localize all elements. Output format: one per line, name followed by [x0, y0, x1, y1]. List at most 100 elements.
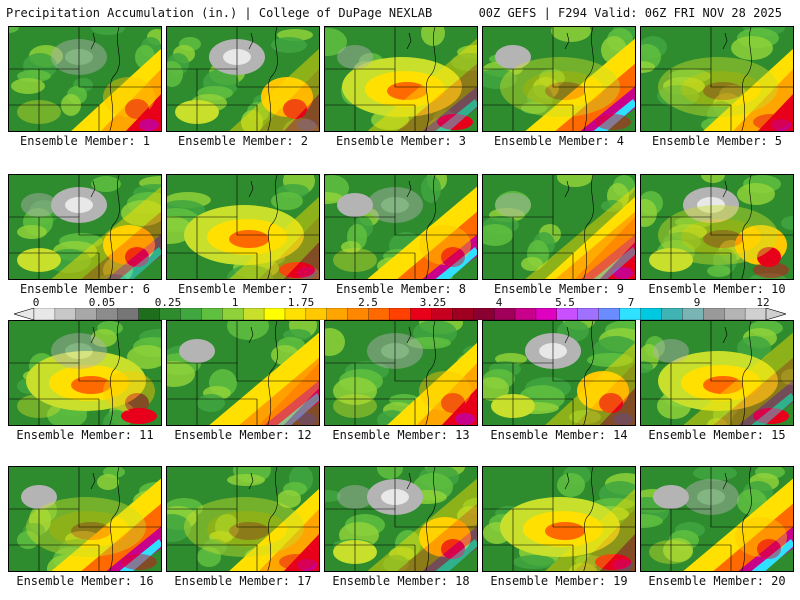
precip-field: [483, 27, 635, 131]
ensemble-member-label: Ensemble Member: 14: [490, 428, 628, 442]
colorbar-tick: 2.5: [358, 296, 378, 309]
precip-field: [641, 321, 793, 425]
ensemble-member-label: Ensemble Member: 1: [19, 134, 151, 148]
ensemble-member-label: Ensemble Member: 20: [648, 574, 786, 588]
ensemble-member-label: Ensemble Member: 9: [493, 282, 625, 296]
colorbar-bin: [117, 308, 140, 320]
ensemble-member-label: Ensemble Member: 16: [16, 574, 154, 588]
colorbar-bin: [159, 308, 181, 320]
precip-field: [483, 175, 635, 279]
ensemble-member-label: Ensemble Member: 7: [177, 282, 309, 296]
colorbar-bin: [305, 308, 328, 320]
ensemble-map-panel: [640, 320, 794, 426]
precip-field: [483, 321, 635, 425]
colorbar-tick: 1.75: [287, 296, 315, 309]
precip-field: [325, 321, 477, 425]
ensemble-member-label: Ensemble Member: 19: [490, 574, 628, 588]
colorbar-bin: [682, 308, 704, 320]
colorbar-tick: 12: [756, 296, 770, 309]
ensemble-map-panel: [8, 466, 162, 572]
precip-field: [9, 175, 161, 279]
precip-colorbar: [14, 308, 786, 320]
colorbar-tick: 7: [627, 296, 635, 309]
colorbar-tick: 0: [32, 296, 40, 309]
colorbar-bin: [452, 308, 474, 320]
colorbar-tick: 4: [495, 296, 503, 309]
colorbar-bin: [577, 308, 600, 320]
ensemble-map-panel: [640, 174, 794, 280]
ensemble-map-panel: [640, 26, 794, 132]
colorbar-bin: [640, 308, 662, 320]
colorbar-bin: [431, 308, 453, 320]
colorbar-min-arrow: [14, 308, 35, 320]
colorbar-bin: [326, 308, 349, 320]
precip-field: [167, 467, 319, 571]
colorbar-bin: [54, 308, 77, 320]
ensemble-member-label: Ensemble Member: 6: [19, 282, 151, 296]
colorbar-bin: [180, 308, 202, 320]
ensemble-map-panel: [324, 174, 478, 280]
ensemble-map-panel: [482, 26, 636, 132]
ensemble-map-panel: [482, 466, 636, 572]
precip-field: [641, 467, 793, 571]
precip-field: [167, 175, 319, 279]
ensemble-member-label: Ensemble Member: 11: [16, 428, 154, 442]
precip-field: [325, 175, 477, 279]
colorbar-tick: 5.5: [555, 296, 575, 309]
ensemble-member-label: Ensemble Member: 3: [335, 134, 467, 148]
precip-field: [483, 467, 635, 571]
ensemble-map-panel: [166, 320, 320, 426]
ensemble-map-panel: [8, 174, 162, 280]
precip-field: [325, 27, 477, 131]
ensemble-member-label: Ensemble Member: 10: [648, 282, 786, 296]
ensemble-map-panel: [482, 174, 636, 280]
ensemble-member-label: Ensemble Member: 12: [174, 428, 312, 442]
ensemble-member-label: Ensemble Member: 5: [651, 134, 783, 148]
colorbar-bin: [598, 308, 621, 320]
ensemble-map-panel: [8, 320, 162, 426]
colorbar-tick: 1: [231, 296, 239, 309]
precip-field: [9, 467, 161, 571]
colorbar-bin: [242, 308, 265, 320]
precip-field: [641, 175, 793, 279]
ensemble-member-label: Ensemble Member: 18: [332, 574, 470, 588]
colorbar-bin: [263, 308, 286, 320]
colorbar-bin: [96, 308, 119, 320]
ensemble-map-panel: [324, 26, 478, 132]
colorbar-bin: [201, 308, 223, 320]
colorbar-bin: [535, 308, 558, 320]
ensemble-map-panel: [8, 26, 162, 132]
ensemble-member-label: Ensemble Member: 15: [648, 428, 786, 442]
colorbar-bin: [347, 308, 370, 320]
precip-field: [641, 27, 793, 131]
ensemble-member-label: Ensemble Member: 17: [174, 574, 312, 588]
colorbar-max-arrow: [765, 308, 786, 320]
precip-field: [167, 27, 319, 131]
precip-field: [325, 467, 477, 571]
colorbar-bin: [619, 308, 642, 320]
ensemble-member-label: Ensemble Member: 4: [493, 134, 625, 148]
ensemble-member-label: Ensemble Member: 13: [332, 428, 470, 442]
colorbar-bin: [661, 308, 683, 320]
colorbar-tick: 9: [693, 296, 701, 309]
colorbar-bin: [724, 308, 746, 320]
precip-field: [9, 321, 161, 425]
colorbar-bin: [514, 308, 537, 320]
ensemble-map-panel: [166, 174, 320, 280]
colorbar-bin: [138, 308, 161, 320]
colorbar-bin: [703, 308, 725, 320]
colorbar-tick: 0.05: [88, 296, 116, 309]
ensemble-map-panel: [324, 320, 478, 426]
ensemble-map-panel: [166, 466, 320, 572]
colorbar-bin: [410, 308, 432, 320]
ensemble-map-panel: [482, 320, 636, 426]
colorbar-bin: [744, 308, 767, 320]
precip-field: [167, 321, 319, 425]
ensemble-map-panel: [324, 466, 478, 572]
precip-field: [9, 27, 161, 131]
colorbar-bin: [222, 308, 244, 320]
colorbar-bin: [75, 308, 98, 320]
colorbar-bin: [389, 308, 412, 320]
ensemble-map-panel: [166, 26, 320, 132]
colorbar-tick: 3.25: [419, 296, 447, 309]
